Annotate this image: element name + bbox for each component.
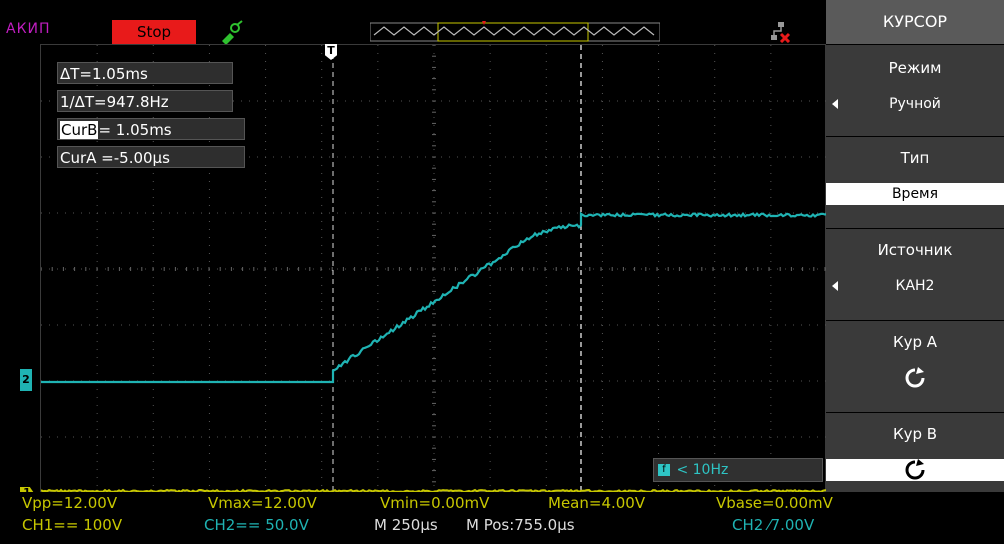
measure-vbase: Vbase=0.00mV — [716, 494, 833, 512]
menu-mode-button[interactable]: Режим Ручной — [826, 44, 1004, 137]
menu-cursor-a-button[interactable]: Кур А — [826, 320, 1004, 413]
source-value: КАН2 — [826, 275, 1004, 297]
cursor-b-label: CurB — [60, 121, 98, 139]
trigger-frequency-value: < 10Hz — [676, 462, 728, 478]
menu-title: КУРСОР — [826, 0, 1004, 44]
ch2-scale[interactable]: CH2== 50.0V — [204, 516, 309, 534]
mode-value: Ручной — [826, 93, 1004, 115]
cursor-delta-t: ΔT=1.05ms — [57, 62, 233, 84]
bottom-status-area: Vpp=12.00V Vmax=12.00V Vmin=0.00mV Mean=… — [0, 492, 826, 544]
mode-label: Режим — [826, 59, 1004, 77]
type-value: Время — [826, 183, 1004, 205]
source-label: Источник — [826, 241, 1004, 259]
timebase-scale[interactable]: M 250µs — [374, 516, 438, 534]
cursor-b-menu-label: Кур В — [826, 425, 1004, 443]
memory-timeline-bar[interactable] — [370, 21, 660, 43]
cursor-inv-delta-t: 1/ΔT=947.8Hz — [57, 90, 233, 112]
menu-cursor-b-button[interactable]: Кур В — [826, 412, 1004, 492]
delta-t-value: ΔT=1.05ms — [60, 65, 148, 83]
measure-vpp: Vpp=12.00V — [22, 494, 117, 512]
run-stop-indicator[interactable]: Stop — [112, 20, 196, 45]
brand-logo: АКИП — [6, 21, 51, 37]
trigger-frequency-box: f < 10Hz — [653, 458, 823, 482]
menu-type-button[interactable]: Тип Время — [826, 136, 1004, 229]
frequency-icon: f — [658, 464, 670, 476]
cursor-a-value: CurA =-5.00µs — [60, 149, 170, 167]
rotate-knob-icon — [826, 367, 1004, 389]
top-status-bar: АКИП Stop — [0, 0, 826, 44]
rotate-knob-icon — [826, 459, 1004, 481]
ch2-level-marker[interactable]: 2 — [20, 369, 32, 391]
cursor-a-readout[interactable]: CurA =-5.00µs — [57, 146, 245, 168]
measure-vmin: Vmin=0.00mV — [380, 494, 489, 512]
measure-vmax: Vmax=12.00V — [208, 494, 317, 512]
cursor-b-readout[interactable]: CurB= 1.05ms — [57, 118, 245, 140]
cursor-menu-panel: КУРСОР Режим Ручной Тип Время Источник К… — [826, 0, 1004, 544]
ch1-scale[interactable]: CH1== 100V — [22, 516, 122, 534]
inv-delta-t-value: 1/ΔT=947.8Hz — [60, 93, 169, 111]
trigger-setting[interactable]: CH2 ⁄7.00V — [732, 516, 814, 534]
menu-source-button[interactable]: Источник КАН2 — [826, 228, 1004, 321]
waveform-display[interactable]: ΔT=1.05ms 1/ΔT=947.8Hz CurB= 1.05ms CurA… — [40, 44, 826, 492]
measure-mean: Mean=4.00V — [548, 494, 645, 512]
memory-position[interactable]: M Pos:755.0µs — [466, 516, 575, 534]
type-label: Тип — [826, 149, 1004, 167]
cursor-a-menu-label: Кур А — [826, 333, 1004, 351]
ch2-trace — [41, 214, 827, 382]
cursor-b-value: = 1.05ms — [98, 121, 171, 139]
